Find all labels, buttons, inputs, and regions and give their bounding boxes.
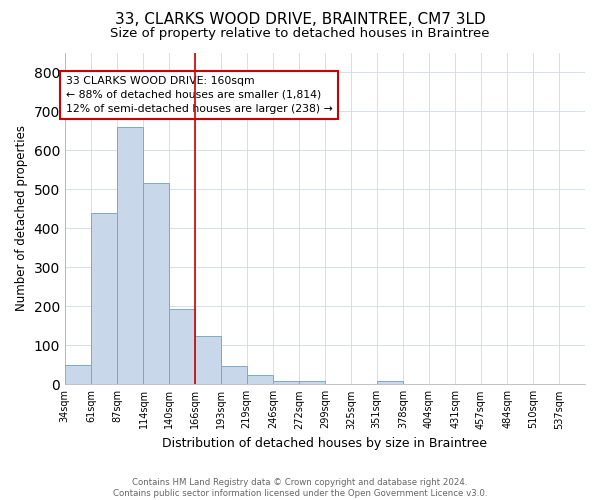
Bar — [377, 381, 403, 384]
X-axis label: Distribution of detached houses by size in Braintree: Distribution of detached houses by size … — [163, 437, 487, 450]
Bar — [91, 212, 117, 384]
Text: Contains HM Land Registry data © Crown copyright and database right 2024.
Contai: Contains HM Land Registry data © Crown c… — [113, 478, 487, 498]
Text: Size of property relative to detached houses in Braintree: Size of property relative to detached ho… — [110, 28, 490, 40]
Bar — [143, 184, 169, 384]
Bar — [117, 126, 143, 384]
Bar — [221, 366, 247, 384]
Bar — [299, 381, 325, 384]
Bar — [65, 365, 91, 384]
Bar — [247, 374, 273, 384]
Bar — [273, 381, 299, 384]
Y-axis label: Number of detached properties: Number of detached properties — [15, 126, 28, 312]
Text: 33, CLARKS WOOD DRIVE, BRAINTREE, CM7 3LD: 33, CLARKS WOOD DRIVE, BRAINTREE, CM7 3L… — [115, 12, 485, 28]
Bar — [169, 309, 194, 384]
Text: 33 CLARKS WOOD DRIVE: 160sqm
← 88% of detached houses are smaller (1,814)
12% of: 33 CLARKS WOOD DRIVE: 160sqm ← 88% of de… — [66, 76, 332, 114]
Bar — [194, 336, 221, 384]
